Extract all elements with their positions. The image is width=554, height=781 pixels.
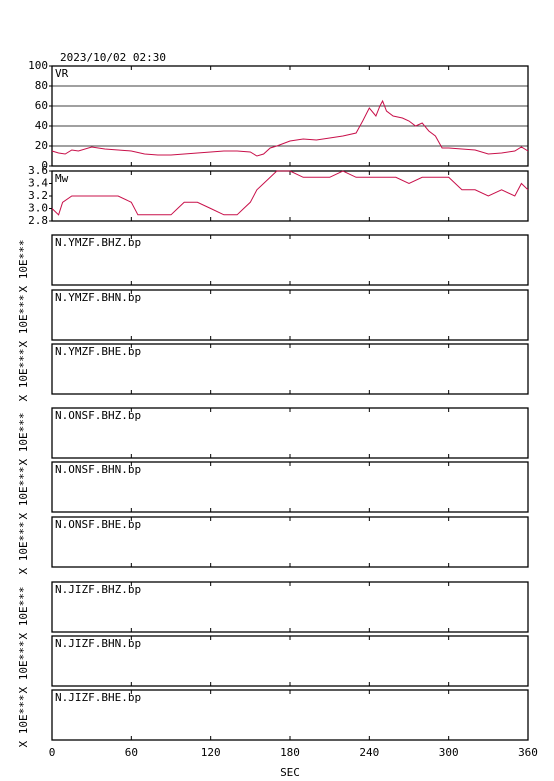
x-axis-label: SEC — [280, 766, 300, 779]
panel-frame — [51, 65, 529, 167]
y-tick-label: 3.0 — [28, 202, 48, 215]
x-tick-label: 360 — [518, 746, 538, 759]
panel-label: N.ONSF.BHE.bp — [55, 518, 141, 531]
y-tick-label: 60 — [35, 99, 48, 112]
x-tick-label: 180 — [280, 746, 300, 759]
data-line — [51, 99, 529, 157]
panel-label: N.JIZF.BHN.bp — [55, 637, 141, 650]
x-tick-label: 300 — [439, 746, 459, 759]
panel-label: N.JIZF.BHE.bp — [55, 691, 141, 704]
panel-label: N.YMZF.BHN.bp — [55, 291, 141, 304]
x-tick-label: 60 — [125, 746, 138, 759]
y-axis-label: X 10E*** — [17, 240, 30, 293]
y-axis-label: X 10E*** — [17, 349, 30, 402]
y-axis-label: X 10E*** — [17, 467, 30, 520]
y-tick-label: 0 — [41, 159, 48, 172]
y-tick-label: 20 — [35, 139, 48, 152]
y-tick-label: 100 — [28, 59, 48, 72]
panel-frame — [51, 170, 529, 222]
x-tick-label: 0 — [49, 746, 56, 759]
panel-label: N.JIZF.BHZ.bp — [55, 583, 141, 596]
y-tick-label: 3.4 — [28, 177, 48, 190]
y-axis-label: X 10E*** — [17, 413, 30, 466]
panel-label: N.ONSF.BHN.bp — [55, 463, 141, 476]
data-line — [51, 170, 529, 216]
y-tick-label: 3.2 — [28, 189, 48, 202]
y-tick-label: 3.6 — [28, 164, 48, 177]
y-tick-label: 80 — [35, 79, 48, 92]
x-tick-label: 120 — [201, 746, 221, 759]
y-axis-label: X 10E*** — [17, 695, 30, 748]
y-tick-label: 2.8 — [28, 214, 48, 227]
panel-label: N.YMZF.BHZ.bp — [55, 236, 141, 249]
x-tick-label: 240 — [359, 746, 379, 759]
panel-label: N.ONSF.BHZ.bp — [55, 409, 141, 422]
y-tick-label: 40 — [35, 119, 48, 132]
panel-label: N.YMZF.BHE.bp — [55, 345, 141, 358]
panel-label: VR — [55, 67, 69, 80]
y-axis-label: X 10E*** — [17, 587, 30, 640]
panel-label: Mw — [55, 172, 69, 185]
chart-title: 2023/10/02 02:30 — [60, 51, 166, 64]
y-axis-label: X 10E*** — [17, 641, 30, 694]
y-axis-label: X 10E*** — [17, 295, 30, 348]
y-axis-label: X 10E*** — [17, 522, 30, 575]
